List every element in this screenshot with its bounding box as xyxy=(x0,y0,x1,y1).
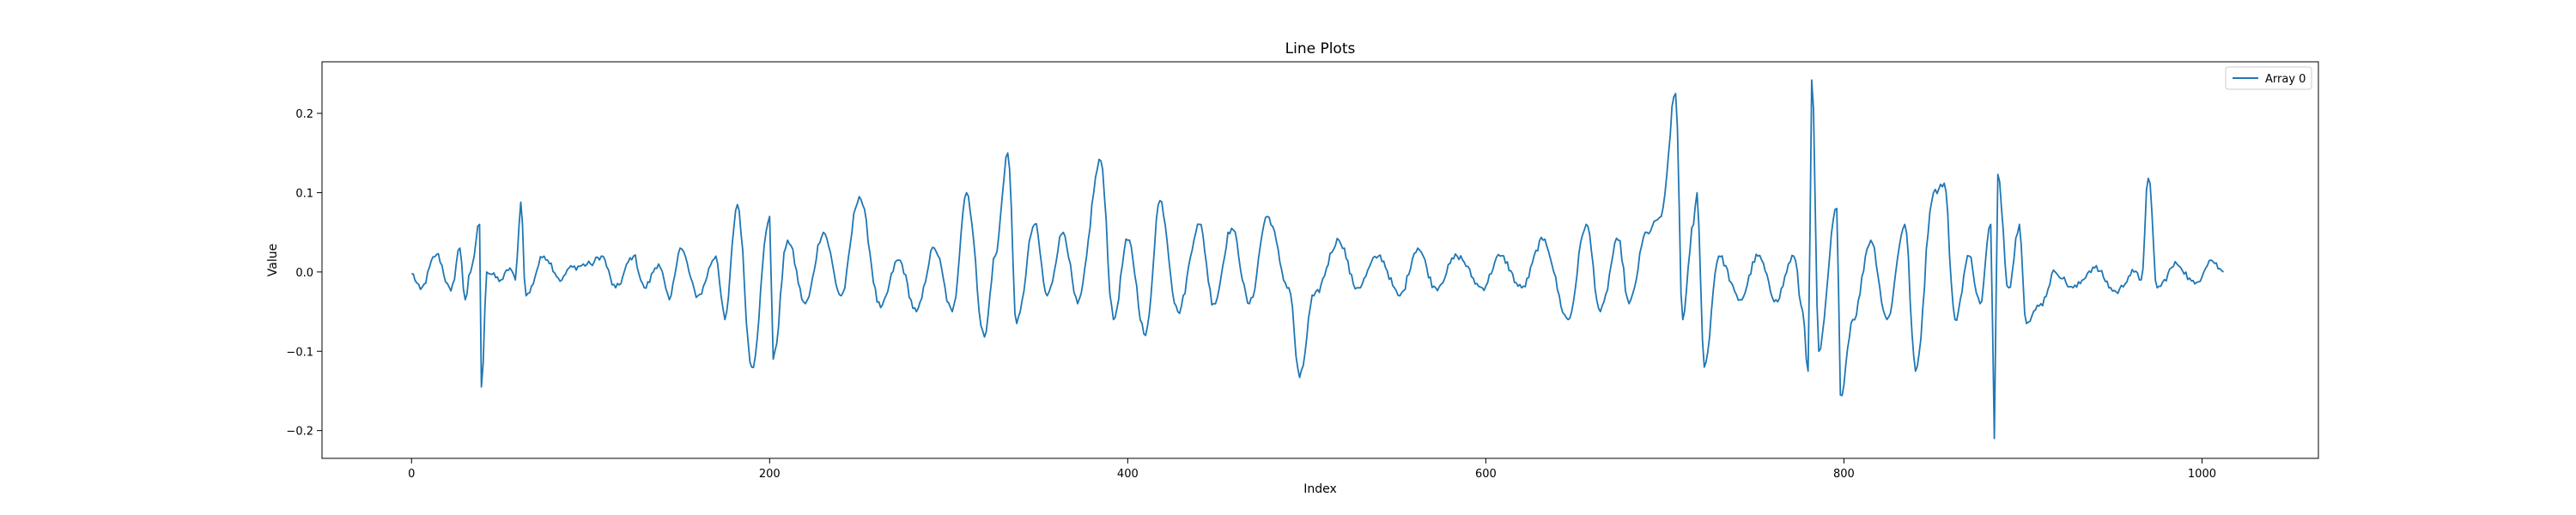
legend-box xyxy=(2225,66,2312,90)
y-tick-label: −0.2 xyxy=(286,426,313,439)
y-tick-label: 0.0 xyxy=(295,267,313,280)
x-tick-label: 200 xyxy=(759,468,781,481)
x-tick-label: 400 xyxy=(1117,468,1139,481)
plot-area xyxy=(321,61,2319,459)
series-line-array-0 xyxy=(411,79,2225,439)
legend-label-array-0: Array 0 xyxy=(2265,73,2306,86)
x-axis-label: Index xyxy=(1303,482,1337,496)
y-tick-label: 0.1 xyxy=(295,187,313,200)
x-tick-label: 1000 xyxy=(2188,468,2216,481)
legend: Array 0 xyxy=(2225,66,2312,90)
x-tick-label: 0 xyxy=(408,468,415,481)
y-tick-label: −0.1 xyxy=(286,346,313,359)
series-layer xyxy=(411,79,2225,439)
y-axis-label: Value xyxy=(266,244,280,276)
plot-frame xyxy=(321,61,2319,459)
chart-title: Line Plots xyxy=(1285,40,1356,58)
x-axis: 0 200 400 600 800 1000 xyxy=(408,458,2216,481)
y-tick-label: 0.2 xyxy=(295,108,313,121)
x-tick-label: 600 xyxy=(1475,468,1497,481)
x-tick-label: 800 xyxy=(1833,468,1855,481)
y-axis: −0.2 −0.1 0.0 0.1 0.2 xyxy=(286,108,322,439)
